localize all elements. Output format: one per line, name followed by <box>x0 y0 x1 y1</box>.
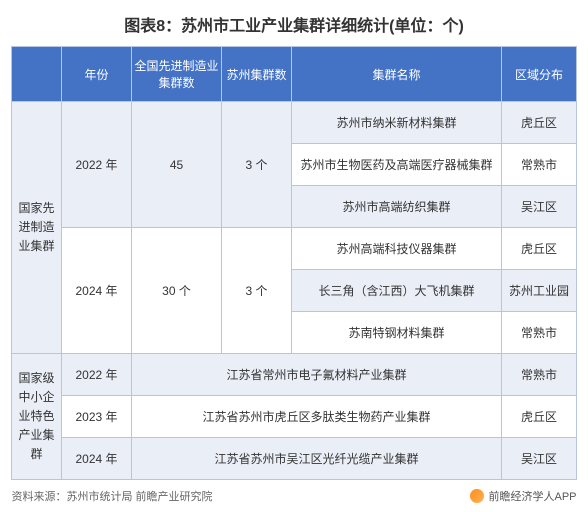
brand-logo-icon <box>470 489 484 503</box>
chart-title: 图表8：苏州市工业产业集群详细统计(单位：个) <box>0 0 588 46</box>
table-row: 2024 年 江苏省苏州市吴江区光纤光缆产业集群 吴江区 <box>12 438 577 480</box>
table-header-row: 年份 全国先进制造业集群数 苏州集群数 集群名称 区域分布 <box>12 47 577 102</box>
cluster-table: 年份 全国先进制造业集群数 苏州集群数 集群名称 区域分布 国家先进制造业集群 … <box>11 46 577 480</box>
cell-region: 常熟市 <box>502 312 577 354</box>
cell-name: 苏州市高端纺织集群 <box>292 186 502 228</box>
brand-text: 前瞻经济学人APP <box>488 488 576 504</box>
source-text: 资料来源：苏州市统计局 前瞻产业研究院 <box>12 488 213 504</box>
cell-name: 江苏省苏州市吴江区光纤光缆产业集群 <box>132 438 502 480</box>
cell-region: 吴江区 <box>502 438 577 480</box>
cell-suzhou: 3 个 <box>222 102 292 228</box>
cell-year: 2023 年 <box>62 396 132 438</box>
cell-category: 国家先进制造业集群 <box>12 102 62 354</box>
cell-name: 苏州市生物医药及高端医疗器械集群 <box>292 144 502 186</box>
cell-name: 苏南特钢材料集群 <box>292 312 502 354</box>
cell-year: 2022 年 <box>62 102 132 228</box>
footer: 资料来源：苏州市统计局 前瞻产业研究院 前瞻经济学人APP <box>12 488 577 504</box>
header-suzhou: 苏州集群数 <box>222 47 292 102</box>
table-row: 国家先进制造业集群 2022 年 45 3 个 苏州市纳米新材料集群 虎丘区 <box>12 102 577 144</box>
cell-region: 虎丘区 <box>502 228 577 270</box>
table-row: 2024 年 30 个 3 个 苏州高端科技仪器集群 虎丘区 <box>12 228 577 270</box>
cell-year: 2022 年 <box>62 354 132 396</box>
cell-region: 常熟市 <box>502 354 577 396</box>
table-row: 国家级中小企业特色产业集群 2022 年 江苏省常州市电子氟材料产业集群 常熟市 <box>12 354 577 396</box>
cell-year: 2024 年 <box>62 438 132 480</box>
table-row: 2023 年 江苏省苏州市虎丘区多肽类生物药产业集群 虎丘区 <box>12 396 577 438</box>
cell-region: 常熟市 <box>502 144 577 186</box>
cell-national: 30 个 <box>132 228 222 354</box>
cell-region: 苏州工业园 <box>502 270 577 312</box>
cell-name: 江苏省苏州市虎丘区多肽类生物药产业集群 <box>132 396 502 438</box>
brand-wrap: 前瞻经济学人APP <box>470 488 576 504</box>
cell-region: 虎丘区 <box>502 102 577 144</box>
cell-name: 苏州市纳米新材料集群 <box>292 102 502 144</box>
header-name: 集群名称 <box>292 47 502 102</box>
cell-year: 2024 年 <box>62 228 132 354</box>
header-region: 区域分布 <box>502 47 577 102</box>
cell-region: 吴江区 <box>502 186 577 228</box>
cell-name: 长三角（含江西）大飞机集群 <box>292 270 502 312</box>
header-national: 全国先进制造业集群数 <box>132 47 222 102</box>
cell-suzhou: 3 个 <box>222 228 292 354</box>
cell-name: 苏州高端科技仪器集群 <box>292 228 502 270</box>
cell-region: 虎丘区 <box>502 396 577 438</box>
header-category <box>12 47 62 102</box>
cell-name: 江苏省常州市电子氟材料产业集群 <box>132 354 502 396</box>
cell-national: 45 <box>132 102 222 228</box>
cell-category: 国家级中小企业特色产业集群 <box>12 354 62 480</box>
header-year: 年份 <box>62 47 132 102</box>
